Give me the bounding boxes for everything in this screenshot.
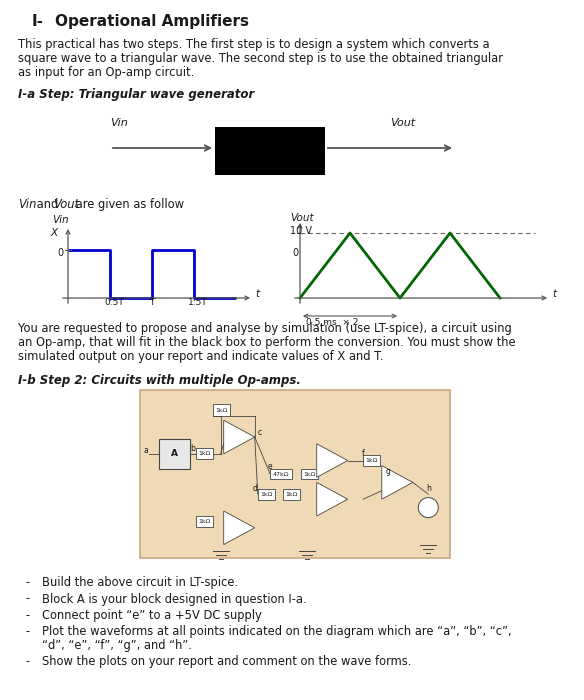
Bar — [215, 127, 325, 175]
Text: Vin: Vin — [18, 198, 36, 211]
Text: 1kΩ: 1kΩ — [304, 472, 316, 477]
Text: an Op-amp, that will fit in the black box to perform the conversion. You must sh: an Op-amp, that will fit in the black bo… — [18, 336, 516, 349]
Polygon shape — [224, 420, 255, 454]
Text: 1kΩ: 1kΩ — [198, 452, 210, 456]
Bar — [270, 468, 292, 480]
Text: 1.5T: 1.5T — [188, 298, 208, 307]
Text: c: c — [258, 428, 262, 438]
Text: Plot the waveforms at all points indicated on the diagram which are “a”, “b”, “c: Plot the waveforms at all points indicat… — [42, 626, 512, 638]
Text: This practical has two steps. The first step is to design a system which convert: This practical has two steps. The first … — [18, 38, 489, 51]
Text: h: h — [426, 484, 431, 493]
Text: -: - — [26, 592, 30, 606]
Text: 10 V: 10 V — [290, 226, 312, 236]
Text: as input for an Op-amp circuit.: as input for an Op-amp circuit. — [18, 66, 194, 79]
Text: 1kΩ: 1kΩ — [366, 458, 378, 463]
Text: Show the plots on your report and comment on the wave forms.: Show the plots on your report and commen… — [42, 655, 411, 668]
Text: I-a Step: Triangular wave generator: I-a Step: Triangular wave generator — [18, 88, 254, 101]
Text: 0.5 ms  × 2: 0.5 ms × 2 — [306, 318, 359, 327]
Polygon shape — [317, 482, 347, 516]
Bar — [283, 489, 300, 500]
Circle shape — [418, 498, 439, 517]
Text: 1kΩ: 1kΩ — [215, 407, 228, 413]
Text: Connect point “e” to a +5V DC supply: Connect point “e” to a +5V DC supply — [42, 609, 262, 622]
Text: 47kΩ: 47kΩ — [273, 472, 289, 477]
Text: T: T — [149, 298, 154, 307]
Text: 1kΩ: 1kΩ — [260, 491, 273, 497]
Text: I-b Step 2: Circuits with multiple Op-amps.: I-b Step 2: Circuits with multiple Op-am… — [18, 374, 301, 387]
Bar — [301, 468, 318, 480]
Text: d: d — [252, 484, 257, 493]
Text: -: - — [26, 655, 30, 668]
Text: simulated output on your report and indicate values of X and T.: simulated output on your report and indi… — [18, 350, 384, 363]
Text: A: A — [171, 449, 178, 459]
Text: You are requested to propose and analyse by simulation (use LT-spice), a circuit: You are requested to propose and analyse… — [18, 322, 512, 335]
Text: Vout: Vout — [290, 213, 314, 223]
Text: X: X — [50, 228, 57, 238]
Bar — [213, 405, 230, 416]
Text: square wave to a triangular wave. The second step is to use the obtained triangu: square wave to a triangular wave. The se… — [18, 52, 503, 65]
Bar — [159, 439, 190, 469]
Text: t: t — [552, 289, 556, 299]
Text: Block A is your block designed in question I-a.: Block A is your block designed in questi… — [42, 592, 307, 606]
Text: -: - — [26, 609, 30, 622]
Text: 1kΩ: 1kΩ — [285, 491, 297, 497]
Bar — [196, 449, 213, 459]
Text: 0: 0 — [292, 248, 298, 258]
Bar — [363, 455, 380, 466]
Text: f: f — [362, 449, 364, 458]
Text: g: g — [385, 467, 391, 476]
Text: a: a — [144, 446, 148, 455]
Text: are given as follow: are given as follow — [72, 198, 184, 211]
Polygon shape — [317, 444, 347, 477]
Bar — [258, 489, 275, 500]
Bar — [140, 390, 450, 558]
Polygon shape — [224, 511, 255, 545]
Text: and: and — [33, 198, 62, 211]
Text: I-: I- — [32, 14, 44, 29]
Text: -: - — [26, 626, 30, 638]
Text: Vin: Vin — [110, 118, 128, 128]
Text: Vout: Vout — [53, 198, 79, 211]
Text: e: e — [268, 462, 273, 471]
Text: -: - — [26, 576, 30, 589]
Text: Vout: Vout — [390, 118, 415, 128]
Text: “d”, “e”, “f”, “g”, and “h”.: “d”, “e”, “f”, “g”, and “h”. — [42, 638, 192, 652]
Text: t: t — [255, 289, 259, 299]
Text: Build the above circuit in LT-spice.: Build the above circuit in LT-spice. — [42, 576, 238, 589]
Text: 1kΩ: 1kΩ — [198, 519, 210, 524]
Polygon shape — [382, 466, 413, 499]
Text: 0.5T: 0.5T — [104, 298, 124, 307]
Text: Vin: Vin — [52, 215, 69, 225]
Text: b: b — [190, 444, 195, 454]
Text: Operational Amplifiers: Operational Amplifiers — [55, 14, 249, 29]
Text: 0: 0 — [57, 248, 63, 258]
Bar — [196, 516, 213, 526]
